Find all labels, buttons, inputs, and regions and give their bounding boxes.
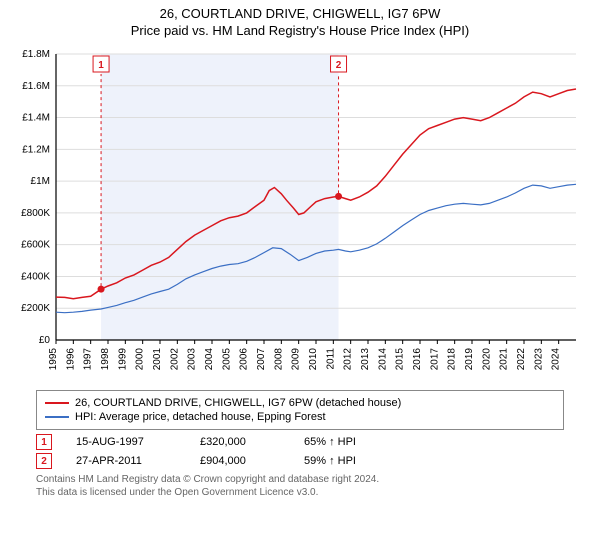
- x-tick-label: 2009: [291, 348, 302, 371]
- sale-row: 2 27-APR-2011 £904,000 59% ↑ HPI: [36, 453, 564, 469]
- y-tick-label: £1.4M: [22, 113, 50, 124]
- x-tick-label: 2004: [204, 348, 215, 371]
- x-tick-label: 1998: [100, 348, 111, 371]
- page-title: 26, COURTLAND DRIVE, CHIGWELL, IG7 6PW: [4, 6, 596, 21]
- x-tick-label: 1995: [48, 348, 59, 371]
- x-tick-label: 2022: [516, 348, 527, 371]
- legend-swatch: [45, 416, 69, 418]
- x-tick-label: 1999: [117, 348, 128, 371]
- legend-label: 26, COURTLAND DRIVE, CHIGWELL, IG7 6PW (…: [75, 397, 401, 409]
- y-tick-label: £1.6M: [22, 81, 50, 92]
- x-tick-label: 2016: [412, 348, 423, 371]
- sales-table: 1 15-AUG-1997 £320,000 65% ↑ HPI 2 27-APR-201…: [36, 434, 564, 469]
- legend-swatch: [45, 402, 69, 404]
- sale-marker-icon: 1: [36, 434, 52, 450]
- legend-row: 26, COURTLAND DRIVE, CHIGWELL, IG7 6PW (…: [45, 397, 555, 409]
- x-tick-label: 2006: [239, 348, 250, 371]
- footer-text: Contains HM Land Registry data © Crown c…: [36, 473, 564, 499]
- x-tick-label: 2018: [447, 348, 458, 371]
- sale-price: £320,000: [200, 436, 280, 448]
- sale-row: 1 15-AUG-1997 £320,000 65% ↑ HPI: [36, 434, 564, 450]
- x-tick-label: 2020: [481, 348, 492, 371]
- y-tick-label: £600K: [21, 240, 50, 251]
- y-tick-label: £400K: [21, 271, 50, 282]
- sale-marker-label: 1: [98, 60, 104, 71]
- sale-date: 15-AUG-1997: [76, 436, 176, 448]
- y-tick-label: £1.8M: [22, 49, 50, 60]
- x-tick-label: 2003: [187, 348, 198, 371]
- x-tick-label: 2008: [273, 348, 284, 371]
- footer-line-1: Contains HM Land Registry data © Crown c…: [36, 473, 564, 486]
- x-tick-label: 2021: [499, 348, 510, 371]
- x-tick-label: 2007: [256, 348, 267, 371]
- y-tick-label: £1M: [31, 176, 50, 187]
- x-tick-label: 2024: [551, 348, 562, 371]
- y-tick-label: £1.2M: [22, 144, 50, 155]
- x-tick-label: 2019: [464, 348, 475, 371]
- sale-marker-dot: [335, 193, 342, 200]
- x-tick-label: 2017: [429, 348, 440, 371]
- y-tick-label: £0: [39, 335, 51, 346]
- legend-label: HPI: Average price, detached house, Eppi…: [75, 411, 326, 423]
- page-subtitle: Price paid vs. HM Land Registry's House …: [4, 23, 596, 38]
- x-tick-label: 1996: [65, 348, 76, 371]
- sale-marker-dot: [98, 286, 105, 293]
- x-tick-label: 1997: [83, 348, 94, 371]
- x-tick-label: 2005: [221, 348, 232, 371]
- x-tick-label: 2015: [395, 348, 406, 371]
- sale-marker-icon: 2: [36, 453, 52, 469]
- sale-price: £904,000: [200, 455, 280, 467]
- legend-row: HPI: Average price, detached house, Eppi…: [45, 411, 555, 423]
- footer-line-2: This data is licensed under the Open Gov…: [36, 486, 564, 499]
- sale-delta: 59% ↑ HPI: [304, 455, 356, 467]
- x-tick-label: 2000: [135, 348, 146, 371]
- chart-legend: 26, COURTLAND DRIVE, CHIGWELL, IG7 6PW (…: [36, 390, 564, 430]
- x-tick-label: 2013: [360, 348, 371, 371]
- y-tick-label: £800K: [21, 208, 50, 219]
- sale-delta: 65% ↑ HPI: [304, 436, 356, 448]
- sale-marker-label: 2: [336, 60, 342, 71]
- x-tick-label: 2002: [169, 348, 180, 371]
- x-tick-label: 2012: [343, 348, 354, 371]
- x-tick-label: 2023: [533, 348, 544, 371]
- sale-date: 27-APR-2011: [76, 455, 176, 467]
- y-tick-label: £200K: [21, 303, 50, 314]
- x-tick-label: 2001: [152, 348, 163, 371]
- x-tick-label: 2011: [325, 348, 336, 370]
- x-tick-label: 2010: [308, 348, 319, 371]
- shaded-band: [101, 54, 338, 340]
- price-chart: £0 £200K £400K £600K £800K £1M £1.2M £1.4M £1.6M…: [4, 44, 596, 384]
- x-tick-label: 2014: [377, 348, 388, 371]
